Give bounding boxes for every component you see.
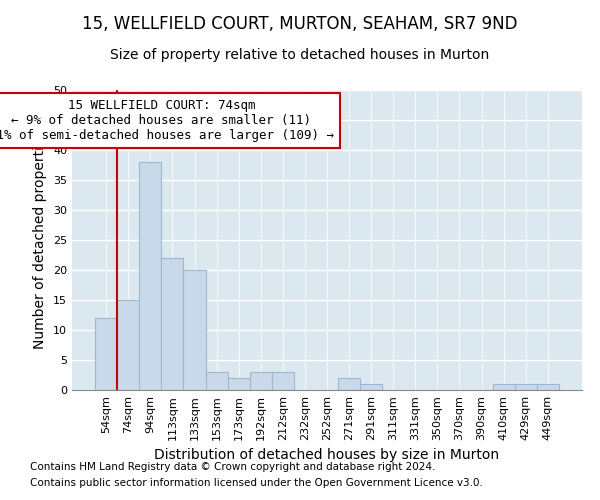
Bar: [515, 384, 537, 390]
Text: Contains HM Land Registry data © Crown copyright and database right 2024.: Contains HM Land Registry data © Crown c…: [30, 462, 436, 472]
Bar: [184, 270, 206, 390]
Bar: [206, 372, 227, 390]
Bar: [161, 258, 184, 390]
X-axis label: Distribution of detached houses by size in Murton: Distribution of detached houses by size …: [154, 448, 500, 462]
Bar: [117, 300, 139, 390]
Text: 15, WELLFIELD COURT, MURTON, SEAHAM, SR7 9ND: 15, WELLFIELD COURT, MURTON, SEAHAM, SR7…: [82, 15, 518, 33]
Bar: [493, 384, 515, 390]
Text: Size of property relative to detached houses in Murton: Size of property relative to detached ho…: [110, 48, 490, 62]
Text: 15 WELLFIELD COURT: 74sqm
← 9% of detached houses are smaller (11)
91% of semi-d: 15 WELLFIELD COURT: 74sqm ← 9% of detach…: [0, 99, 334, 142]
Bar: [537, 384, 559, 390]
Bar: [360, 384, 382, 390]
Bar: [139, 162, 161, 390]
Text: Contains public sector information licensed under the Open Government Licence v3: Contains public sector information licen…: [30, 478, 483, 488]
Bar: [95, 318, 117, 390]
Bar: [272, 372, 294, 390]
Bar: [227, 378, 250, 390]
Bar: [250, 372, 272, 390]
Bar: [338, 378, 360, 390]
Y-axis label: Number of detached properties: Number of detached properties: [34, 130, 47, 350]
